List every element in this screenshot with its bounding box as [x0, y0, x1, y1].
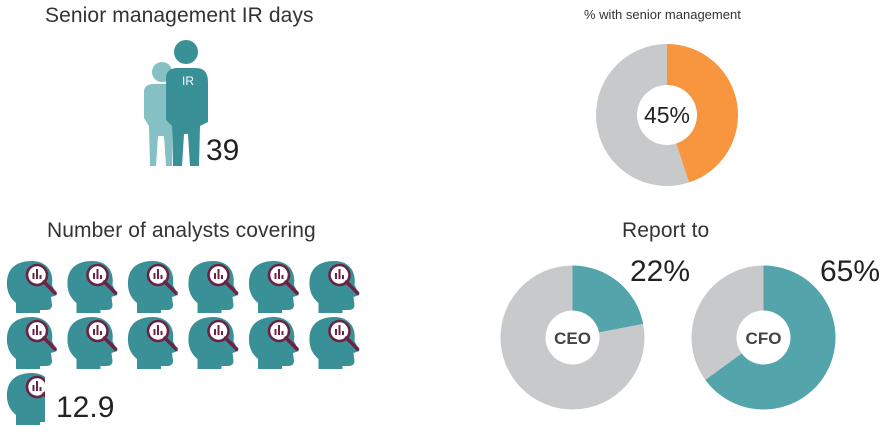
- cfo-pct-label: 65%: [820, 255, 881, 288]
- ceo-pct-label: 22%: [630, 255, 691, 288]
- analyst-icon: [186, 259, 241, 313]
- analyst-icon: [5, 259, 59, 313]
- analyst-icon: [65, 315, 120, 369]
- analyst-icon: [307, 315, 362, 369]
- people-icon: IR: [144, 40, 208, 166]
- analysts-value: 12.9: [56, 391, 115, 424]
- back-person-body-icon: [144, 84, 172, 166]
- front-person-head-icon: [174, 40, 198, 64]
- cfo-slice-rest: [691, 265, 764, 380]
- cfo-donut: CFO: [691, 265, 836, 410]
- analyst-icon: [65, 259, 120, 313]
- analyst-icon: [247, 259, 301, 313]
- cfo-label: CFO: [746, 329, 782, 348]
- ceo-slice-rest: [500, 265, 645, 410]
- ceo-donut: CEO: [500, 265, 645, 410]
- ir-days-title: Senior management IR days: [45, 4, 314, 27]
- analyst-icon: [247, 315, 301, 369]
- ceo-label: CEO: [554, 329, 591, 348]
- analyst-icon: [5, 315, 59, 369]
- analyst-icon: [307, 259, 362, 313]
- senior-pct-title: % with senior management: [584, 7, 741, 22]
- analyst-icon: [126, 315, 180, 369]
- ir-days-value: 39: [206, 134, 240, 167]
- senior-pct-donut: 45%: [596, 44, 738, 187]
- analyst-icon: [186, 315, 241, 369]
- senior-pct-slice-main: [667, 44, 738, 183]
- ir-badge: IR: [182, 74, 194, 88]
- report-to-title: Report to: [622, 219, 710, 242]
- senior-pct-label: 45%: [644, 102, 690, 128]
- front-person-body-icon: [166, 68, 208, 166]
- ceo-slice-main: [572, 265, 644, 333]
- senior-pct-slice-rest: [596, 44, 689, 187]
- analyst-icon-partial: [5, 371, 45, 425]
- cfo-slice-main: [705, 265, 836, 410]
- analyst-icon: [126, 259, 180, 313]
- analysts-title: Number of analysts covering: [47, 219, 316, 242]
